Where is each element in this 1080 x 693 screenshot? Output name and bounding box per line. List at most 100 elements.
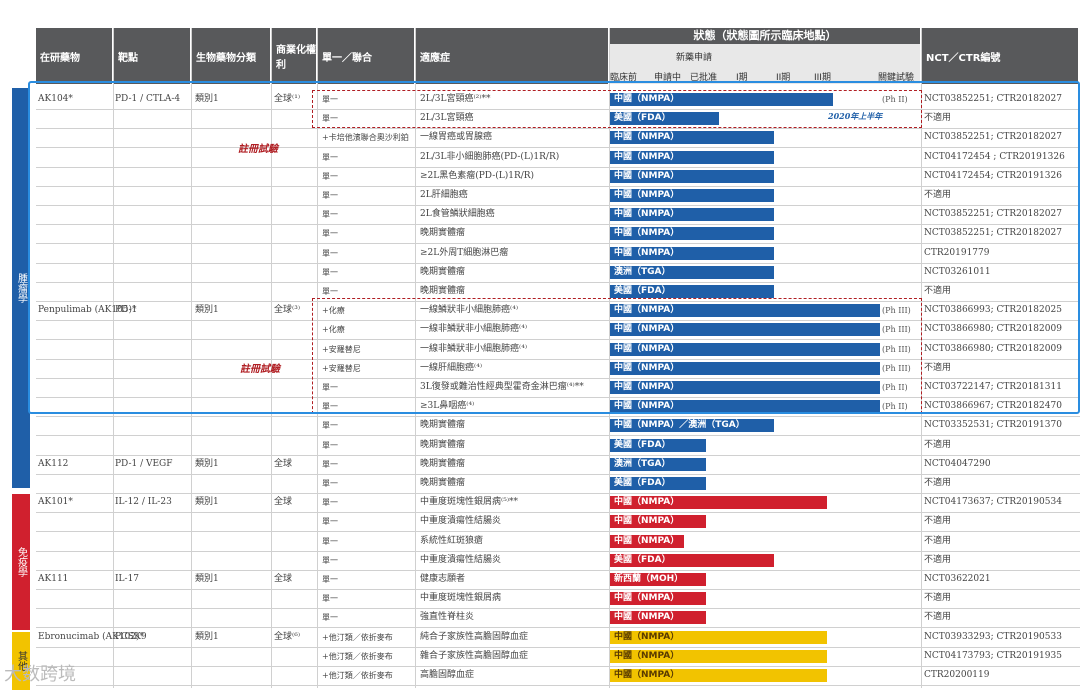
nct-cell: NCT03933293; CTR20190533 — [924, 631, 1062, 642]
registration-box — [312, 90, 922, 128]
nct-cell: NCT03852251; CTR20182027 — [924, 94, 1062, 104]
nct-cell: NCT03722147; CTR20181311 — [924, 382, 1062, 392]
indication-cell: ≥2L黑色素瘤(PD-(L)1R/R) — [420, 170, 535, 181]
drug-cell — [38, 532, 114, 551]
registration-trial-label: 註冊試驗 — [240, 364, 280, 375]
class-cell — [195, 608, 271, 627]
mode-cell: 單一 — [322, 95, 338, 104]
status-nda-group: 新藥申請 — [676, 53, 713, 63]
indication-cell: 中重度潰瘍性結腸炎 — [420, 516, 502, 527]
phase-label: (Ph III) — [882, 363, 911, 373]
table-row: 單一 2L肝細胞癌 不適用 中國（NMPA） — [36, 186, 1080, 206]
nct-cell: CTR20191779 — [924, 247, 990, 258]
status-bar: 中國（NMPA） — [610, 246, 774, 260]
target-cell — [115, 647, 193, 666]
nct-cell: NCT04172454; CTR20191326 — [924, 170, 1062, 181]
drug-cell — [38, 416, 114, 435]
target-cell — [115, 666, 193, 685]
indication-cell: ≥3L鼻咽癌⁽⁴⁾ — [420, 401, 475, 412]
indication-cell: 中重度斑塊性銀屑病⁽⁵⁾** — [420, 497, 519, 508]
status-bar: 中國（NMPA） — [610, 93, 833, 106]
class-cell — [195, 532, 271, 551]
nct-cell: 不適用 — [924, 554, 952, 565]
status-bar: 中國（NMPA） — [610, 208, 774, 222]
mode-cell: +卡培他濱聯合奧沙利鉑 — [322, 133, 409, 143]
status-subheader: 新藥申請 臨床前 申請中 已批准 I期 II期 III期 關鍵試驗 — [610, 44, 920, 84]
mode-cell: 單一 — [322, 459, 338, 469]
status-title: 狀態（狀態圖所示臨床地點） — [693, 29, 837, 42]
status-bar: 美國（FDA） — [610, 553, 774, 567]
status-bar: 美國（FDA） — [610, 112, 719, 126]
indication-cell: 一線非鱗狀非小細胞肺癌⁽⁴⁾ — [420, 324, 528, 335]
nct-cell: NCT03866980; CTR20182009 — [924, 324, 1062, 335]
table-row: 單一 晚期實體瘤 NCT03261011 澳洲（TGA） — [36, 263, 1080, 283]
nct-cell: NCT04173637; CTR20190534 — [924, 497, 1062, 508]
indication-cell: 晚期實體瘤 — [420, 228, 466, 239]
drug-cell: AK104* — [38, 94, 73, 104]
indication-cell: 一線胃癌或胃腺癌 — [420, 132, 493, 143]
indication-cell: 健康志願者 — [420, 574, 466, 584]
table-row: AK112 PD-1 / VEGF 類別1 全球 單一 晚期實體瘤 NCT04047290 澳… — [36, 455, 1080, 475]
indication-cell: 強直性脊柱炎 — [420, 612, 475, 623]
indication-cell: 2L/3L宮頸癌 — [420, 113, 474, 124]
drug-cell — [38, 551, 114, 570]
mode-cell: +他汀類／依折麥布 — [322, 651, 393, 661]
table-row: AK101* IL-12 / IL-23 類別1 全球 單一 中重度斑塊性銀屑病⁽⁵⁾**… — [36, 493, 1080, 514]
mode-cell: +他汀類／依折麥布 — [322, 671, 393, 680]
rights-cell: 全球⁽¹⁾ — [274, 94, 301, 104]
class-cell: 類別1 — [195, 94, 219, 104]
indication-cell: 系統性紅斑狼瘡 — [420, 535, 484, 546]
class-cell: 類別1 — [195, 305, 219, 316]
table-row: 單一 2L食管鱗狀細胞癌 NCT03852251; CTR20182027 中國（NM… — [36, 205, 1080, 226]
phase-label: (Ph II) — [882, 95, 908, 104]
status-bar: 中國（NMPA） — [610, 630, 827, 644]
target-cell — [115, 416, 193, 435]
nct-cell: NCT03866980; CTR20182009 — [924, 343, 1062, 354]
status-bar: 中國（NMPA） — [610, 323, 880, 337]
highlight-box — [28, 81, 1080, 414]
indication-cell: 晚期實體瘤 — [420, 458, 466, 469]
class-cell — [195, 551, 271, 570]
status-bar: 中國（NMPA） — [610, 304, 880, 318]
mode-cell: 單一 — [322, 555, 338, 565]
header-nct: NCT／CTR編號 — [922, 28, 1078, 84]
target-cell — [115, 532, 193, 551]
phase-label: (Ph II) — [882, 383, 908, 392]
table-row: 單一 2L/3L非小細胞肺癌(PD-(L)1R/R) NCT04172454 ; C… — [36, 148, 1080, 168]
target-cell: PD-1 — [115, 305, 138, 316]
nct-cell: 不適用 — [924, 362, 952, 373]
mode-cell: 單一 — [322, 287, 338, 296]
grid-line — [271, 28, 272, 688]
mode-cell: 單一 — [322, 229, 338, 239]
status-bar: 澳洲（TGA） — [610, 265, 774, 279]
grid-line — [415, 28, 416, 688]
side-label-other: 其他 — [12, 632, 30, 690]
mode-cell: 單一 — [322, 613, 338, 623]
nct-cell: 不適用 — [924, 190, 952, 200]
rights-cell — [274, 647, 320, 666]
target-cell — [115, 589, 193, 608]
table-row: 單一 晚期實體瘤 不適用 美國（FDA） — [36, 282, 1080, 302]
nct-cell: 不適用 — [924, 439, 952, 450]
drug-cell — [38, 589, 114, 608]
mode-cell: +安羅替尼 — [322, 344, 361, 354]
status-ph2: II期 — [776, 73, 791, 83]
side-label-immunology: 免疫學 — [12, 494, 30, 630]
indication-cell: 中重度潰瘍性結腸炎 — [420, 554, 502, 565]
indication-cell: ≥2L外周T細胞淋巴瘤 — [420, 247, 509, 258]
status-bar: 中國（NMPA） — [610, 515, 706, 529]
table-row: 單一 晚期實體瘤 NCT03852251; CTR20182027 中國（NMPA） — [36, 224, 1080, 245]
nct-cell: NCT04047290 — [924, 458, 991, 469]
drug-cell: Penpulimab (AK105)* — [38, 305, 137, 316]
nct-cell: 不適用 — [924, 478, 952, 488]
nct-cell: 不適用 — [924, 593, 952, 604]
rights-cell: 全球 — [274, 574, 293, 584]
table-row: 單一 晚期實體瘤 NCT03352531; CTR20191370 中國（NMPA）／… — [36, 416, 1080, 437]
phase-label: (Ph III) — [882, 325, 911, 335]
mode-cell: 單一 — [322, 267, 338, 277]
mode-cell: 單一 — [322, 114, 338, 124]
grid-line — [317, 28, 318, 688]
table-row: 單一 2L/3L宮頸癌 不適用 美國（FDA） — [36, 109, 1080, 130]
indication-cell: 2L食管鱗狀細胞癌 — [420, 209, 495, 220]
status-ph1: I期 — [736, 73, 748, 83]
